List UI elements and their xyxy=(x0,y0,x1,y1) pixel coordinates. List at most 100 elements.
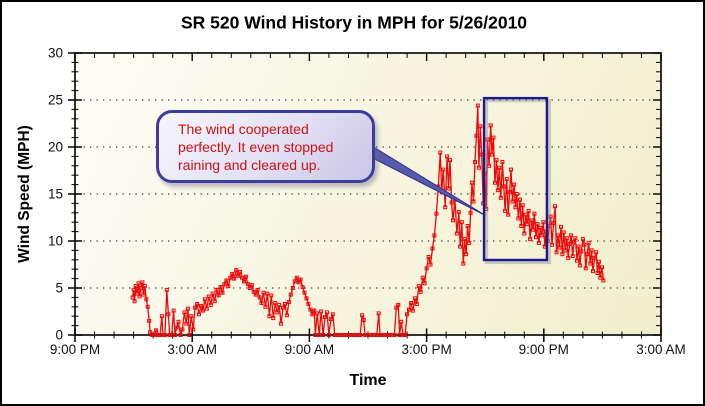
data-marker-97 xyxy=(306,302,311,306)
data-marker-98 xyxy=(308,307,313,312)
data-marker-251 xyxy=(576,244,581,249)
data-marker-104 xyxy=(319,309,324,314)
data-marker-73 xyxy=(259,301,264,305)
data-marker-235 xyxy=(553,204,558,209)
data-marker-265 xyxy=(596,259,601,264)
data-marker-10 xyxy=(142,284,147,289)
data-marker-79 xyxy=(271,316,276,321)
data-marker-63 xyxy=(240,275,244,280)
data-marker-244 xyxy=(566,255,571,260)
data-marker-174 xyxy=(464,252,469,257)
data-marker-158 xyxy=(438,150,443,155)
data-marker-87 xyxy=(286,300,291,305)
data-marker-171 xyxy=(459,220,464,225)
data-marker-248 xyxy=(572,239,577,244)
data-marker-65 xyxy=(243,274,248,279)
data-marker-257 xyxy=(585,252,590,257)
data-marker-99 xyxy=(310,312,315,317)
data-marker-146 xyxy=(414,302,419,306)
data-marker-233 xyxy=(550,242,554,247)
x-axis-title: Time xyxy=(349,372,387,389)
data-marker-93 xyxy=(298,277,303,282)
data-marker-22 xyxy=(162,333,167,337)
data-marker-200 xyxy=(501,184,506,189)
data-marker-137 xyxy=(397,333,402,337)
data-marker-211 xyxy=(518,197,522,202)
data-marker-6 xyxy=(137,294,142,299)
data-marker-236 xyxy=(554,250,559,255)
data-marker-210 xyxy=(516,216,521,221)
x-tick-label-2: 9:00 AM xyxy=(285,342,335,357)
data-marker-70 xyxy=(253,292,258,297)
data-marker-221 xyxy=(532,211,537,216)
data-marker-232 xyxy=(548,214,553,219)
y-axis-title: Wind Speed (MPH) xyxy=(16,125,33,263)
data-marker-66 xyxy=(245,282,250,287)
data-marker-27 xyxy=(171,308,176,313)
data-marker-51 xyxy=(216,293,221,298)
x-tick-label-1: 3:00 AM xyxy=(167,342,217,357)
data-marker-44 xyxy=(202,297,207,302)
data-marker-47 xyxy=(208,302,213,307)
data-marker-172 xyxy=(461,261,466,266)
data-marker-170 xyxy=(458,244,463,249)
data-marker-256 xyxy=(583,266,588,271)
data-marker-52 xyxy=(218,285,223,290)
data-marker-109 xyxy=(328,317,333,321)
y-tick-label-10: 10 xyxy=(48,234,63,249)
data-marker-106 xyxy=(323,315,327,320)
data-marker-107 xyxy=(325,310,329,315)
data-marker-11 xyxy=(144,297,149,302)
data-marker-121 xyxy=(360,313,365,318)
wind-speed-line xyxy=(131,105,605,336)
data-marker-122 xyxy=(361,318,366,322)
data-marker-165 xyxy=(449,200,454,205)
data-marker-192 xyxy=(490,152,494,157)
data-marker-37 xyxy=(189,314,194,319)
data-marker-169 xyxy=(456,209,461,214)
data-marker-16 xyxy=(152,333,157,337)
data-marker-62 xyxy=(238,270,243,274)
data-marker-41 xyxy=(197,312,201,317)
data-marker-33 xyxy=(182,310,187,315)
data-marker-164 xyxy=(448,158,452,163)
data-marker-152 xyxy=(426,255,431,259)
data-marker-0 xyxy=(130,295,135,300)
data-marker-222 xyxy=(534,235,538,240)
data-marker-95 xyxy=(302,290,307,295)
data-marker-86 xyxy=(284,313,289,318)
data-marker-55 xyxy=(224,278,229,283)
data-marker-223 xyxy=(535,222,540,227)
x-tick-label-4: 9:00 PM xyxy=(519,342,569,357)
data-marker-28 xyxy=(173,333,177,337)
data-marker-141 xyxy=(405,312,410,317)
data-marker-208 xyxy=(513,205,518,210)
data-marker-136 xyxy=(396,302,401,307)
data-marker-206 xyxy=(510,199,515,204)
data-marker-218 xyxy=(528,237,533,242)
data-marker-225 xyxy=(538,225,543,230)
data-marker-145 xyxy=(412,296,417,301)
data-marker-149 xyxy=(420,275,425,280)
data-marker-173 xyxy=(462,237,467,242)
data-marker-176 xyxy=(467,240,472,245)
data-marker-255 xyxy=(582,242,587,247)
data-marker-85 xyxy=(283,302,287,306)
data-marker-105 xyxy=(321,333,326,337)
data-marker-53 xyxy=(220,290,225,295)
data-marker-189 xyxy=(485,137,490,142)
data-marker-110 xyxy=(330,312,335,317)
data-marker-227 xyxy=(541,220,546,225)
callout-line-3: raining and cleared up. xyxy=(178,157,321,173)
data-marker-219 xyxy=(529,218,534,223)
data-marker-201 xyxy=(503,208,508,213)
data-marker-193 xyxy=(491,135,496,140)
y-tick-label-25: 25 xyxy=(48,93,63,108)
data-marker-207 xyxy=(512,182,517,187)
data-marker-103 xyxy=(317,333,322,337)
data-marker-56 xyxy=(226,284,231,289)
data-marker-35 xyxy=(185,306,190,311)
data-marker-76 xyxy=(265,291,270,296)
data-marker-240 xyxy=(560,252,565,257)
data-marker-147 xyxy=(416,284,421,289)
